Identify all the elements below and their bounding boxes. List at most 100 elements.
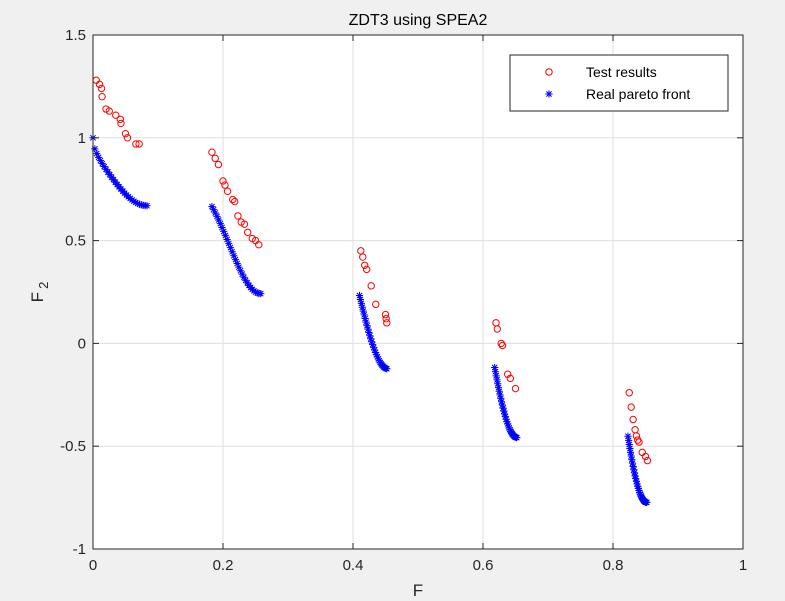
pareto-front-point [228,248,236,256]
test-result-point [381,310,390,319]
test-result-point [643,456,652,465]
test-result-point [135,140,143,148]
legend-label-1: Real pareto front [586,86,690,102]
test-result-point [493,325,501,333]
test-result-point [497,339,505,348]
test-result-point [221,181,229,189]
pareto-front-point [215,216,223,224]
test-result-point [240,220,249,228]
pareto-front-point [504,420,512,428]
pareto-front-point [494,383,503,392]
x-axis-label: F [413,581,423,600]
pareto-front-point [91,145,99,153]
pareto-front-point [501,410,509,418]
pareto-front-point [241,276,250,284]
test-result-point [361,261,369,269]
pareto-front-point [496,391,504,399]
pareto-front-point [505,424,513,432]
series-1 [89,134,651,507]
pareto-front-point [626,448,635,456]
pareto-front-point [98,160,106,168]
pareto-front-point [134,199,142,208]
test-result-point [383,319,391,327]
y-axis-label-subscript: 2 [36,282,51,289]
pareto-front-point [367,335,375,343]
y-tick-label: -0.5 [60,438,86,455]
pareto-front-point [104,168,112,176]
test-result-point [97,84,106,93]
pareto-front-point [636,490,644,498]
test-result-point [116,115,125,123]
pareto-front-point [370,346,379,354]
pareto-front-point [213,212,221,220]
test-result-point [634,436,642,444]
test-result-point [117,119,125,128]
pareto-front-point [627,452,635,460]
pareto-front-point [626,444,634,453]
pareto-front-point [374,355,382,363]
pareto-front-point [208,203,216,211]
pareto-front-point [257,290,265,298]
pareto-front-point [355,291,364,300]
x-tick-label: 0.6 [473,557,494,574]
test-result-point [641,452,650,461]
pareto-front-point [634,482,642,490]
pareto-front-point [252,288,260,296]
pareto-front-point [373,353,381,361]
pareto-front-point [368,338,376,346]
test-result-point [367,282,375,290]
pareto-front-point [231,256,240,264]
test-result-point [234,212,242,220]
pareto-front-point [216,220,224,228]
axis-ticks: 0 0.2 0.4 0.6 0.8 1 -1 -0.5 0 0.5 1 1.5 [60,27,747,574]
pareto-front-point [383,365,391,373]
y-tick-label: -1 [73,541,86,558]
test-result-point [504,370,512,378]
pareto-front-point [253,289,261,297]
pareto-front-point [513,434,521,442]
test-result-point [121,129,130,138]
pareto-front-point [211,209,219,217]
legend-label-0: Test results [586,64,657,80]
legend-box [509,54,729,112]
pareto-front-point [218,223,226,232]
pareto-front-point [498,401,506,409]
plot-border [92,34,744,550]
pareto-front-point [220,227,228,236]
pareto-front-point [230,252,238,260]
y-tick-label: 1.5 [65,27,86,44]
x-tick-label: 0.4 [343,557,364,574]
pareto-front-point [494,380,502,388]
pareto-front-point [629,462,637,471]
pareto-front-point [238,270,246,278]
pareto-front-point [96,157,105,165]
test-result-point [382,315,390,323]
pareto-front-point [497,398,506,406]
chart-title: ZDT3 using SPEA2 [349,12,488,29]
pareto-front-point [356,295,365,304]
pareto-front-point [493,376,501,384]
pareto-front-point [360,311,368,319]
pareto-front-point [143,202,151,210]
pareto-front-point [366,332,374,340]
test-result-point [362,265,371,274]
test-result-point [498,341,507,350]
x-tick-label: 1 [739,557,747,574]
pareto-front-point [506,426,514,434]
pareto-front-point [365,328,373,337]
pareto-front-point [633,480,641,488]
pareto-front-point [235,263,243,271]
pareto-front-point [637,492,645,500]
test-result-point [625,389,633,397]
legend-marker-0 [545,68,553,76]
pareto-front-point [243,279,251,287]
test-result-point [359,253,367,261]
test-result-point [112,111,120,119]
test-result-point [635,438,643,446]
pareto-front-point [497,394,505,403]
y-axis-label-main: F [28,292,47,302]
pareto-front-point [362,318,370,326]
pareto-front-point [628,456,636,464]
pareto-front-point [364,325,372,333]
